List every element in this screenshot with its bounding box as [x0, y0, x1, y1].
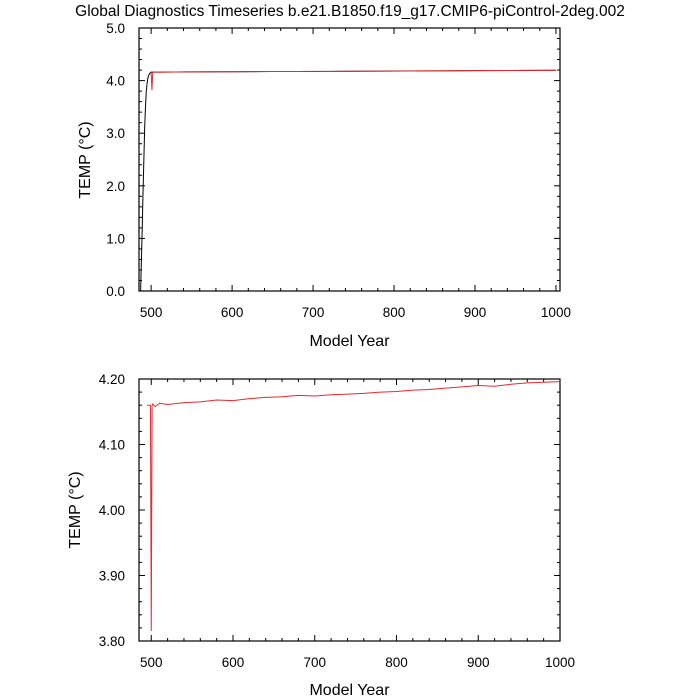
- y-tick-label: 1.0: [106, 231, 125, 246]
- y-axis-label: TEMP (°C): [67, 471, 84, 548]
- x-tick-label: 700: [302, 305, 325, 320]
- y-tick-label: 3.90: [99, 569, 125, 584]
- y-tick-label: 2.0: [106, 179, 125, 194]
- y-tick-label: 4.10: [99, 438, 125, 453]
- y-tick-label: 4.00: [99, 503, 125, 518]
- x-tick-label: 900: [464, 305, 487, 320]
- x-tick-label: 1000: [541, 305, 571, 320]
- x-tick-label: 500: [140, 305, 163, 320]
- y-tick-label: 0.0: [106, 284, 125, 299]
- chart-title: Global Diagnostics Timeseries b.e21.B185…: [75, 3, 625, 20]
- x-axis-label: Model Year: [309, 682, 390, 699]
- x-tick-label: 1000: [545, 655, 575, 670]
- x-axis-label: Model Year: [309, 333, 390, 350]
- x-tick-label: 600: [222, 655, 245, 670]
- x-tick-label: 800: [383, 305, 406, 320]
- chart-panel-2: 500 600 700 800 900 1000 3.80 3.90 4.00 4.10 4.20 M…: [67, 372, 575, 699]
- y-tick-label: 3.80: [99, 634, 125, 649]
- y-tick-label: 5.0: [106, 21, 125, 36]
- x-tick-label: 600: [221, 305, 244, 320]
- plot-frame: [138, 378, 561, 642]
- series-line-1: [147, 381, 560, 632]
- plot-frame: [138, 27, 561, 292]
- series-line-1: [140, 69, 556, 291]
- x-tick-label: 700: [303, 655, 326, 670]
- y-tick-label: 4.0: [106, 74, 125, 89]
- y-tick-label: 3.0: [106, 126, 125, 141]
- x-tick-label: 800: [385, 655, 408, 670]
- x-tick-label: 500: [140, 655, 163, 670]
- y-axis-label: TEMP (°C): [77, 121, 94, 198]
- y-tick-label: 4.20: [99, 372, 125, 387]
- series-line-2: [150, 69, 556, 91]
- x-tick-label: 900: [467, 655, 490, 670]
- chart-panel-1: 500 600 700 800 900 1000 0.0 1.0 2.0 3.0 4.0 5.0 Mod…: [77, 21, 571, 350]
